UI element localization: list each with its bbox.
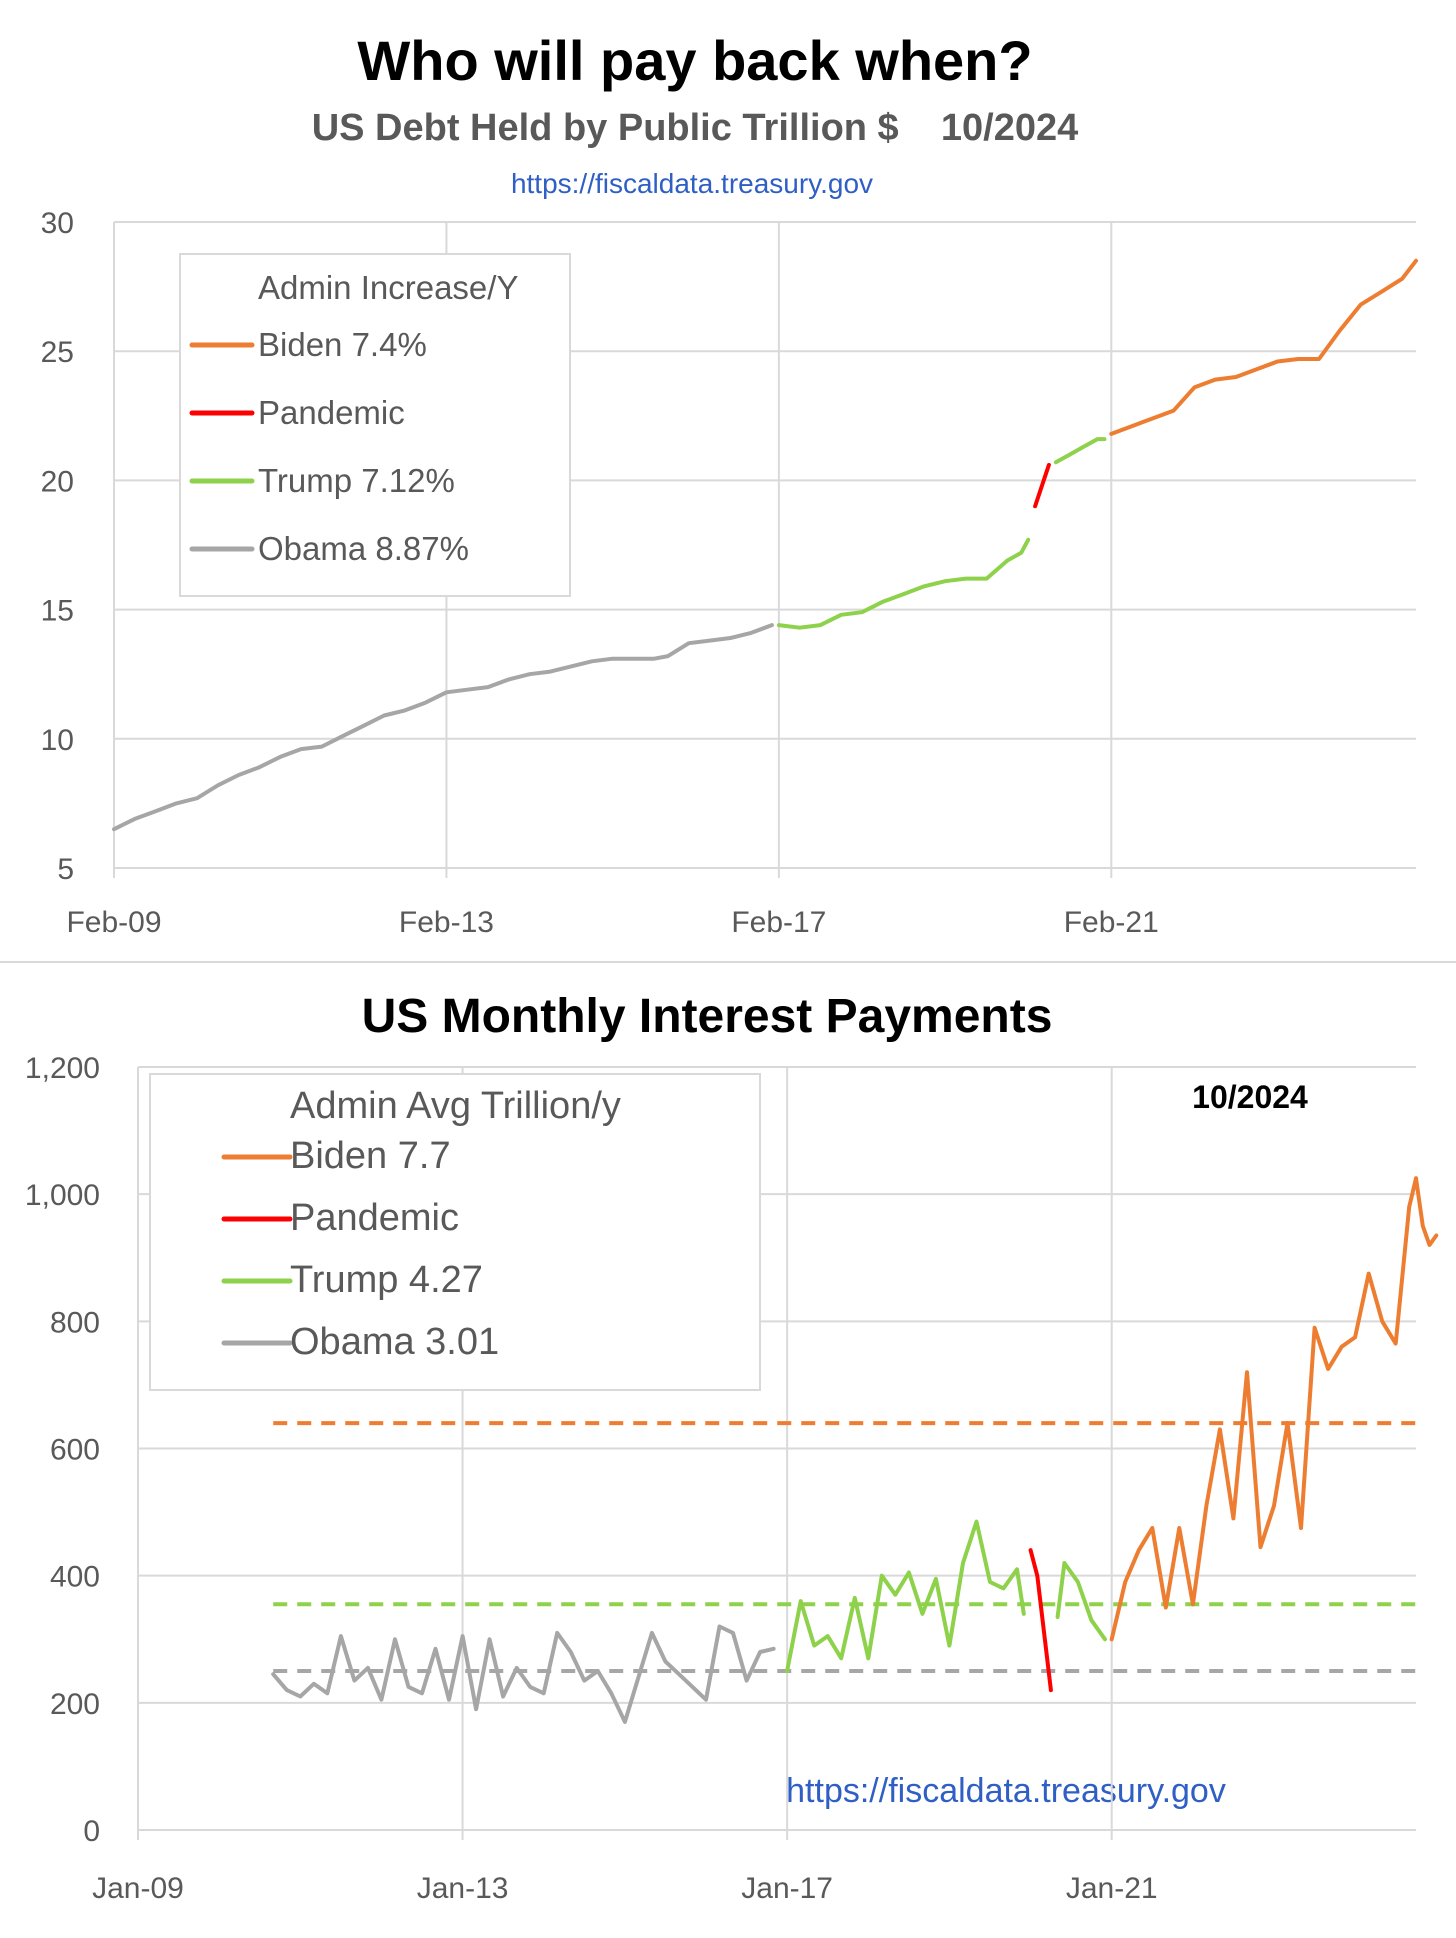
debt-x-tick-label: Feb-09: [66, 906, 161, 939]
debt-y-tick-label: 5: [57, 853, 74, 886]
debt-x-tick-label: Feb-17: [731, 906, 826, 939]
interest-series-line-biden: [1109, 1176, 1418, 1642]
interest-legend-label-trump: Trump 4.27: [290, 1259, 483, 1301]
interest-legend-box: [149, 1073, 761, 1391]
interest-y-tick-label: 800: [50, 1306, 100, 1339]
debt-chart-source-link[interactable]: https://fiscaldata.treasury.gov: [511, 168, 873, 199]
debt-series-line-pandemic: [1033, 462, 1051, 509]
interest-legend-title: Admin Avg Trillion/y: [290, 1085, 621, 1127]
interest-series-line-biden: [1414, 1176, 1439, 1247]
debt-chart: 5 10 15 20 25 30 Feb-09 Feb-13 Feb-17 Feb-21 Admin…: [41, 207, 1418, 939]
interest-series-line-trump: [785, 1519, 1026, 1673]
debt-legend-label-obama: Obama 8.87%: [258, 530, 469, 567]
interest-series-line-pandemic: [1028, 1548, 1053, 1693]
debt-legend-label-pandemic: Pandemic: [258, 394, 405, 431]
debt-legend-label-biden: Biden 7.4%: [258, 326, 427, 363]
interest-y-tick-label: 400: [50, 1561, 100, 1594]
interest-legend-label-obama: Obama 3.01: [290, 1321, 499, 1363]
debt-y-tick-label: 25: [41, 336, 74, 369]
interest-chart-title: US Monthly Interest Payments: [362, 990, 1053, 1043]
debt-y-tick-label: 30: [41, 207, 74, 240]
debt-chart-subtitle: US Debt Held by Public Trillion $ 10/202…: [312, 107, 1079, 149]
interest-x-tick-label: Jan-21: [1066, 1872, 1158, 1905]
interest-y-tick-label: 1,200: [25, 1052, 100, 1085]
debt-legend-label-trump: Trump 7.12%: [258, 462, 455, 499]
debt-series-line-trump: [1053, 437, 1107, 465]
debt-y-tick-label: 15: [41, 595, 74, 628]
debt-y-tick-label: 10: [41, 724, 74, 757]
interest-chart: 0 200 400 600 800 1,000 1,200 Jan-09 Jan-13 Jan-1…: [25, 1052, 1439, 1905]
debt-y-tick-label: 20: [41, 465, 74, 498]
interest-y-tick-label: 600: [50, 1434, 100, 1467]
interest-series-line-obama: [271, 1624, 776, 1724]
debt-x-tick-label: Feb-13: [399, 906, 494, 939]
interest-legend-label-biden: Biden 7.7: [290, 1135, 451, 1177]
debt-x-tick-label: Feb-21: [1064, 906, 1159, 939]
interest-x-tick-label: Jan-09: [92, 1872, 184, 1905]
interest-chart-date-annotation: 10/2024: [1192, 1079, 1308, 1115]
interest-y-tick-label: 200: [50, 1688, 100, 1721]
interest-y-tick-label: 1,000: [25, 1179, 100, 1212]
debt-series-line-biden: [1109, 258, 1418, 436]
interest-series-line-trump: [1055, 1561, 1107, 1642]
debt-chart-title: Who will pay back when?: [357, 29, 1032, 92]
debt-legend-title: Admin Increase/Y: [258, 269, 518, 306]
debt-series-line-obama: [112, 623, 774, 832]
interest-chart-source-link[interactable]: https://fiscaldata.treasury.gov: [786, 1772, 1226, 1810]
interest-x-tick-label: Jan-17: [741, 1872, 833, 1905]
interest-legend-label-pandemic: Pandemic: [290, 1197, 459, 1239]
interest-y-tick-label: 0: [83, 1815, 100, 1848]
debt-series-line-trump: [776, 537, 1031, 630]
debt-legend-box: [179, 253, 571, 597]
interest-x-tick-label: Jan-13: [417, 1872, 509, 1905]
